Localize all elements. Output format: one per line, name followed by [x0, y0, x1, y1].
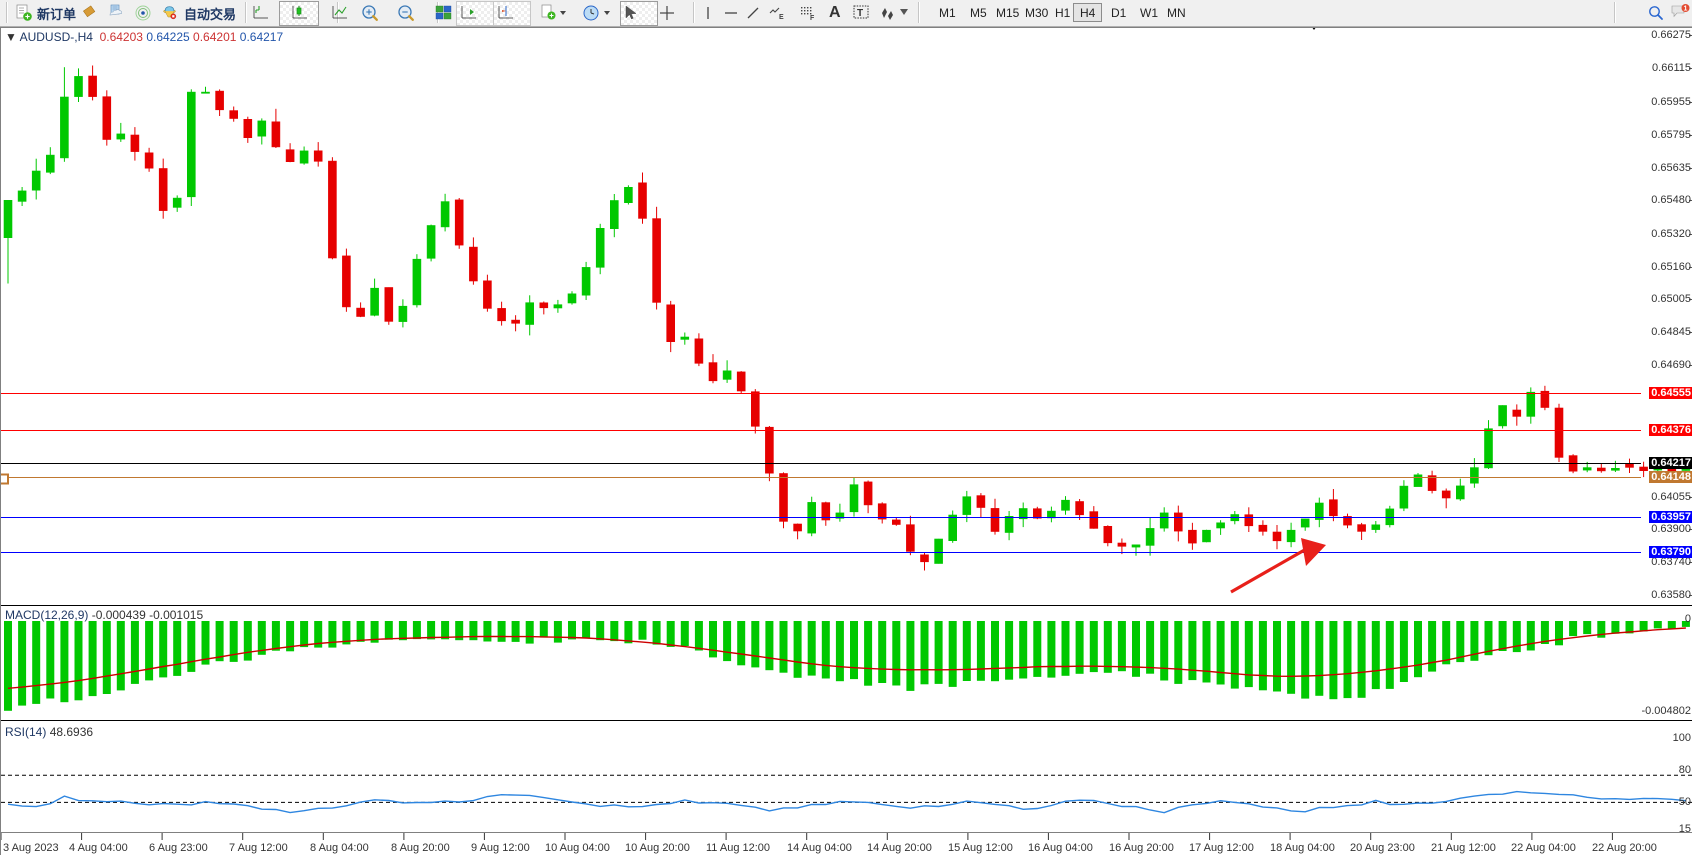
svg-text:T: T	[857, 8, 863, 19]
svg-text:E: E	[779, 14, 784, 21]
svg-text:1: 1	[1684, 6, 1688, 13]
svg-text:F: F	[810, 15, 815, 22]
